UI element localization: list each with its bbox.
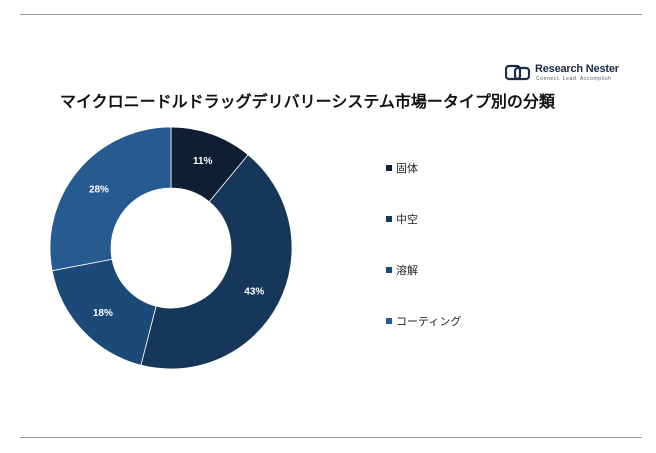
legend-item-2: 中空 — [386, 211, 418, 227]
research-nester-logo: Research Nester Connect. Lead. Accomplis… — [505, 62, 619, 86]
legend-label: コーティング — [396, 315, 462, 328]
chart-title: マイクロニードルドラッグデリバリーシステム市場ータイプ別の分類 — [60, 92, 555, 111]
legend-swatch — [386, 216, 392, 222]
slice-value-label-4: 28% — [89, 184, 109, 195]
legend-label: 中空 — [396, 213, 418, 226]
legend-label: 固体 — [396, 162, 418, 175]
bottom-divider — [20, 437, 642, 438]
slice-value-label-1: 11% — [193, 156, 213, 167]
donut-slice-4 — [49, 126, 172, 272]
legend-item-1: 固体 — [386, 160, 418, 176]
brand-name: Research Nester — [535, 63, 619, 75]
legend-item-3: 溶解 — [386, 262, 418, 278]
top-divider — [20, 14, 642, 15]
donut-slice-2 — [140, 154, 293, 370]
legend-item-4: コーティング — [386, 313, 461, 329]
brand-tagline: Connect. Lead. Accomplish — [536, 76, 612, 82]
slice-value-label-2: 43% — [244, 286, 264, 297]
legend-swatch — [386, 165, 392, 171]
legend-label: 溶解 — [396, 264, 418, 277]
research-nester-logo-icon — [505, 64, 531, 81]
legend-swatch — [386, 318, 392, 324]
legend-swatch — [386, 267, 392, 273]
slice-value-label-3: 18% — [93, 308, 113, 319]
